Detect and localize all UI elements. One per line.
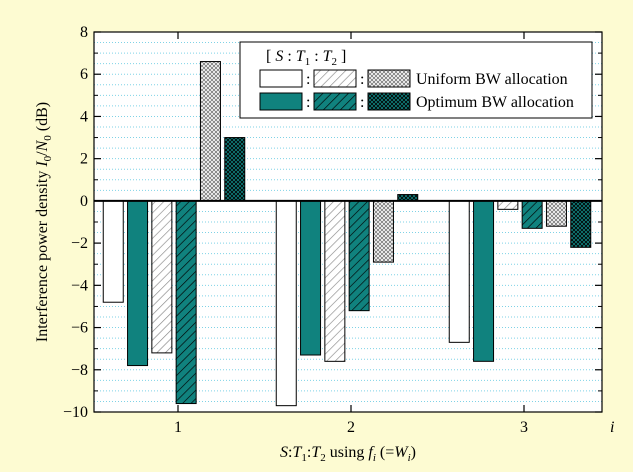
legend-header: [ S : T1 : T2 ] [266,48,346,68]
y-tick-label: −6 [71,320,88,337]
y-tick-label: −4 [71,277,88,294]
y-tick-label: 2 [80,151,88,168]
x-tick-label-2: 2 [347,419,355,436]
bar-uniform_S-2 [275,200,297,407]
y-axis: −10 −8 −6 −4 −2 0 2 4 6 8 [63,24,602,421]
y-tick-label: 4 [80,108,88,125]
legend-swatch-teal [259,92,303,111]
bars [102,61,592,407]
bar-uniform_T2-1 [199,61,221,202]
x-axis-end-label: i [610,419,614,436]
bar-optimum_S-3 [473,200,495,362]
bar-optimum_T2-1 [224,137,246,202]
legend-swatch-white-cross [367,69,411,88]
legend-swatch-teal-diag [313,92,357,111]
bar-uniform_T2-2 [372,200,394,263]
bar-optimum_S-2 [300,200,322,356]
y-tick-label: −8 [71,362,88,379]
bar-uniform_T1-2 [324,200,346,362]
bar-optimum_T1-1 [175,200,197,405]
legend-separator: : [360,71,364,88]
x-axis: 1 2 3 i [174,32,614,436]
legend-label: Optimum BW allocation [416,94,574,111]
legend-separator: : [360,94,364,111]
bar-uniform_T2-3 [545,200,567,227]
legend: [ S : T1 : T2 ] :: Uniform BW allocation:… [239,41,593,119]
legend-separator: : [306,94,310,111]
legend-swatch-white [259,69,303,88]
legend-swatch-teal-cross [367,92,411,111]
y-tick-label: 0 [80,193,88,210]
bar-uniform_S-3 [448,200,470,343]
y-axis-title: Interference power density I0/N0 (dB) [34,102,54,342]
legend-swatch-white-diag [313,69,357,88]
y-tick-label: 8 [80,24,88,41]
bar-optimum_T1-2 [348,200,370,312]
bar-uniform_T1-3 [497,200,519,210]
legend-label: Uniform BW allocation [416,71,568,88]
y-tick-label: 6 [80,66,88,83]
x-tick-label-1: 1 [174,419,182,436]
y-tick-label: −10 [63,404,88,421]
x-tick-label-3: 3 [520,419,528,436]
legend-separator: : [306,71,310,88]
y-tick-label: −2 [71,235,88,252]
bar-optimum_T2-3 [570,200,592,248]
x-axis-title: S:T1:T2 using fi (=Wi) [280,444,416,464]
bar-optimum_T1-3 [521,200,543,229]
bar-optimum_S-1 [127,200,149,367]
bar-uniform_S-1 [102,200,124,303]
bar-uniform_T1-1 [151,200,173,354]
